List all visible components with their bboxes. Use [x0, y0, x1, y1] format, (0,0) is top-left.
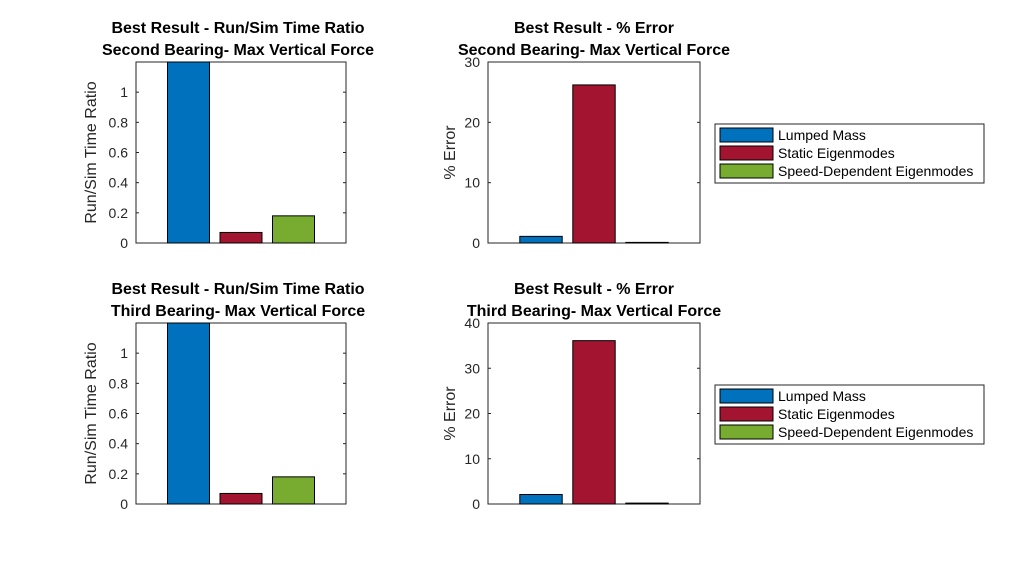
legend-swatch: [719, 388, 774, 404]
y-axis-label: % Error: [442, 125, 459, 180]
bar-lumped-mass: [167, 61, 210, 244]
y-axis-label: Run/Sim Time Ratio: [83, 342, 100, 484]
bar-lumped-mass: [519, 235, 563, 244]
chart-title-line-2: Second Bearing- Max Vertical Force: [458, 42, 730, 59]
y-tick-label: 0.4: [109, 436, 129, 452]
legend-swatch: [719, 406, 774, 422]
legend: Lumped Mass Static Eigenmodes Speed-Depend…: [714, 123, 985, 184]
bar-static-eigenmodes: [219, 231, 263, 244]
legend-entry-label: Lumped Mass: [778, 388, 866, 404]
legend-swatch: [719, 424, 774, 440]
bar-static-eigenmodes: [219, 492, 263, 505]
y-tick-label: 0.6: [109, 406, 129, 422]
y-axis-label: Run/Sim Time Ratio: [83, 81, 100, 223]
y-tick-label: 10: [464, 175, 480, 191]
y-tick-label: 0: [120, 496, 128, 512]
y-tick-label: 0.6: [109, 145, 129, 161]
y-tick-label: 30: [464, 360, 480, 376]
bar-lumped-mass: [167, 322, 210, 505]
y-tick-label: 0.2: [109, 466, 129, 482]
legend-entry-label: Static Eigenmodes: [778, 406, 895, 422]
legend-entry-label: Lumped Mass: [778, 127, 866, 143]
y-tick-label: 1: [120, 345, 128, 361]
chart-title-line-1: Best Result - % Error: [514, 281, 674, 298]
chart-title-line-1: Best Result - % Error: [514, 20, 674, 37]
legend-swatch: [719, 127, 774, 143]
y-tick-label: 0.2: [109, 205, 129, 221]
chart-panel-3: Best Result - Run/Sim Time Ratio Third Be…: [83, 281, 365, 512]
chart-panel-4: Best Result - % Error Third Bearing- Max …: [442, 281, 985, 512]
y-tick-label: 0.8: [109, 375, 129, 391]
y-tick-label: 0.4: [109, 175, 129, 191]
y-tick-label: 1: [120, 84, 128, 100]
legend-swatch: [719, 145, 774, 161]
chart-title-line-1: Best Result - Run/Sim Time Ratio: [111, 281, 364, 298]
bar-lumped-mass: [519, 493, 563, 505]
bar-speed-dependent-eigenmodes: [625, 502, 669, 505]
y-tick-label: 40: [464, 315, 480, 331]
chart-title-line-2: Third Bearing- Max Vertical Force: [467, 303, 721, 320]
y-tick-label: 0: [472, 496, 480, 512]
y-axis-label: % Error: [442, 386, 459, 441]
bar-speed-dependent-eigenmodes: [272, 476, 315, 505]
bar-speed-dependent-eigenmodes: [625, 241, 669, 244]
legend-entry-label: Speed-Dependent Eigenmodes: [778, 163, 973, 179]
y-tick-label: 20: [464, 406, 480, 422]
legend: Lumped Mass Static Eigenmodes Speed-Depend…: [714, 384, 985, 445]
chart-title-line-2: Third Bearing- Max Vertical Force: [111, 303, 365, 320]
chart-panel-2: Best Result - % Error Second Bearing- Max…: [442, 20, 985, 251]
y-tick-label: 0: [472, 235, 480, 251]
chart-panel-1: Best Result - Run/Sim Time Ratio Second B…: [83, 20, 374, 251]
legend-entry-label: Speed-Dependent Eigenmodes: [778, 424, 973, 440]
chart-title-line-2: Second Bearing- Max Vertical Force: [102, 42, 374, 59]
y-tick-label: 20: [464, 114, 480, 130]
bar-static-eigenmodes: [572, 340, 616, 505]
legend-swatch: [719, 163, 774, 179]
bar-static-eigenmodes: [572, 84, 616, 244]
y-tick-label: 0: [120, 235, 128, 251]
y-tick-label: 10: [464, 451, 480, 467]
y-tick-label: 0.8: [109, 114, 129, 130]
bar-speed-dependent-eigenmodes: [272, 215, 315, 244]
legend-entry-label: Static Eigenmodes: [778, 145, 895, 161]
chart-title-line-1: Best Result - Run/Sim Time Ratio: [111, 20, 364, 37]
y-tick-label: 30: [464, 54, 480, 70]
